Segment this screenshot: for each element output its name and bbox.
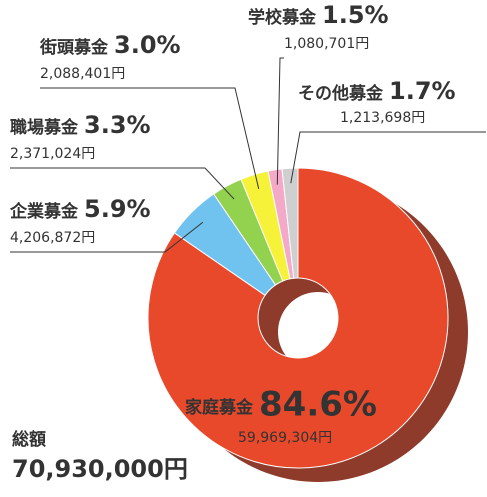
- leader-line: [276, 57, 284, 185]
- category-label: 街頭募金: [39, 37, 109, 58]
- value-label: 5.9%: [84, 195, 151, 223]
- value-label: 1.5%: [322, 1, 389, 29]
- value-label: 3.0%: [114, 31, 181, 59]
- amount-label: 2,088,401円: [40, 66, 125, 82]
- leader-line: [10, 221, 204, 253]
- value-label: 84.6%: [259, 385, 377, 425]
- amount-label: 1,213,698円: [340, 110, 425, 126]
- donut-slice: [147, 167, 449, 469]
- leader-line: [10, 167, 235, 200]
- total-label: 総額: [12, 429, 46, 450]
- amount-label: 1,080,701円: [284, 36, 369, 52]
- donut-slice: [281, 167, 299, 279]
- category-label: 企業募金: [9, 201, 79, 222]
- amount-label: 4,206,872円: [10, 230, 95, 246]
- total-value: 70,930,000円: [12, 455, 188, 483]
- leader-line: [40, 87, 260, 189]
- amount-label: 59,969,304円: [238, 430, 332, 446]
- value-label: 3.3%: [84, 111, 151, 139]
- category-label: その他募金: [298, 83, 384, 104]
- category-label: 職場募金: [10, 117, 79, 138]
- category-label: 家庭募金: [185, 397, 254, 418]
- leader-line: [290, 131, 486, 184]
- value-label: 1.7%: [389, 77, 456, 105]
- amount-label: 2,371,024円: [10, 146, 95, 162]
- category-label: 学校募金: [248, 7, 317, 28]
